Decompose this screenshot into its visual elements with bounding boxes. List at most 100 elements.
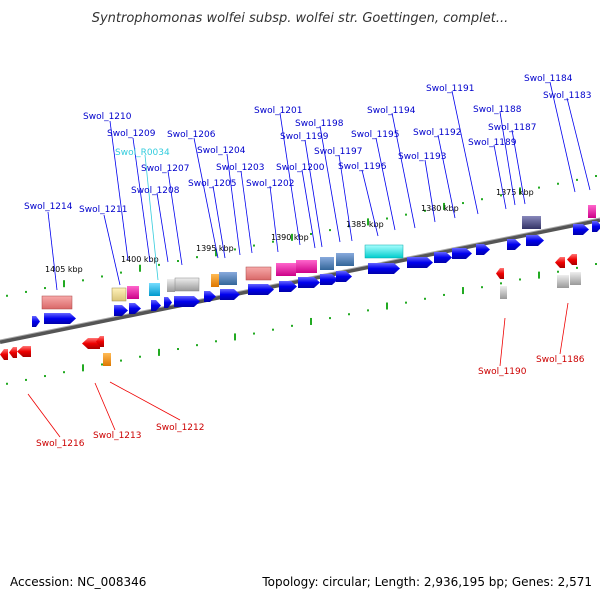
reverse-genes: [0, 254, 577, 360]
gene-label[interactable]: Swol_1208: [131, 186, 180, 196]
gene-label[interactable]: Swol_1189: [468, 138, 517, 148]
gene-label[interactable]: Swol_1192: [413, 128, 462, 138]
gene-arrow-forward[interactable]: [476, 244, 490, 255]
tick-mark: [120, 271, 122, 274]
tick-mark: [44, 287, 46, 290]
tick-mark: [443, 202, 445, 210]
gene-arrow-forward[interactable]: [592, 221, 600, 232]
tick-mark: [500, 194, 502, 197]
gene-arrow-forward[interactable]: [407, 257, 433, 268]
scale-ticks-lower: [6, 263, 597, 385]
gene-label[interactable]: Swol_1195: [351, 130, 400, 140]
gene-arrow-forward[interactable]: [204, 291, 216, 302]
tick-mark: [348, 225, 350, 228]
feature-box: [174, 277, 200, 292]
gene-arrow-reverse[interactable]: [0, 349, 8, 360]
tick-mark: [595, 175, 597, 178]
feature-box: [127, 286, 139, 299]
feature-box: [296, 260, 317, 273]
tick-mark: [234, 248, 236, 251]
gene-arrow-forward[interactable]: [452, 248, 472, 259]
tick-mark: [462, 287, 464, 295]
gene-arrow-forward[interactable]: [368, 263, 400, 274]
tick-mark: [329, 229, 331, 232]
scale-labels: 1405 kbp 1400 kbp 1395 kbp 1390 kbp 1385…: [45, 188, 534, 274]
tick-mark: [329, 317, 331, 320]
gene-label[interactable]: Swol_1202: [246, 179, 295, 189]
gene-label[interactable]: Swol_1183: [543, 91, 592, 101]
gene-label[interactable]: Swol_1201: [254, 106, 303, 116]
tick-mark: [25, 378, 27, 381]
gene-arrow-reverse[interactable]: [96, 336, 104, 347]
gene-label[interactable]: Swol_1196: [338, 162, 387, 172]
gene-arrow-reverse[interactable]: [555, 257, 565, 268]
gene-arrow-forward[interactable]: [526, 235, 544, 246]
gene-arrow-forward[interactable]: [32, 316, 40, 327]
gene-arrow-forward[interactable]: [174, 296, 200, 307]
gene-label[interactable]: Swol_1193: [398, 152, 447, 162]
gene-arrow-forward[interactable]: [151, 300, 161, 311]
gene-label[interactable]: Swol_1203: [216, 163, 265, 173]
gene-arrow-forward[interactable]: [164, 297, 172, 308]
tick-mark: [158, 263, 160, 266]
gene-label[interactable]: Swol_1214: [24, 202, 73, 212]
gene-arrow-forward[interactable]: [434, 252, 452, 263]
gene-arrow-forward[interactable]: [336, 271, 352, 282]
gene-arrow-forward[interactable]: [320, 274, 338, 285]
gene-label[interactable]: Swol_1200: [276, 163, 325, 173]
gene-arrow-forward[interactable]: [114, 305, 128, 316]
gene-label[interactable]: Swol_1205: [188, 179, 237, 189]
gene-arrow-forward[interactable]: [220, 289, 240, 300]
gene-arrow-reverse[interactable]: [9, 347, 17, 358]
gene-label[interactable]: Swol_1190: [478, 367, 527, 377]
gene-label-rna[interactable]: Swol_R0034: [115, 148, 170, 158]
tick-mark: [557, 270, 559, 273]
gene-arrow-reverse[interactable]: [17, 346, 31, 357]
gene-label[interactable]: Swol_1209: [107, 129, 156, 139]
tick-mark: [386, 217, 388, 220]
gene-label[interactable]: Swol_1187: [488, 123, 537, 133]
gene-label[interactable]: Swol_1199: [280, 132, 329, 142]
gene-arrow-forward[interactable]: [129, 303, 141, 314]
gene-arrow-forward[interactable]: [44, 313, 76, 324]
label-leaders-top: [47, 81, 591, 291]
tick-mark: [538, 271, 540, 279]
gene-label[interactable]: Swol_1184: [524, 74, 573, 84]
gene-label[interactable]: Swol_1191: [426, 84, 475, 94]
gene-arrow-forward[interactable]: [507, 239, 521, 250]
tick-mark: [139, 264, 141, 272]
gene-label[interactable]: Swol_1206: [167, 130, 216, 140]
gene-label[interactable]: Swol_1212: [156, 423, 205, 433]
gene-arrow-reverse[interactable]: [496, 268, 504, 279]
gene-arrow-forward[interactable]: [279, 281, 297, 292]
gene-label[interactable]: Swol_1207: [141, 164, 190, 174]
gene-label[interactable]: Swol_1216: [36, 439, 85, 449]
gene-label[interactable]: Swol_1188: [473, 105, 522, 115]
gene-arrow-reverse[interactable]: [82, 338, 100, 349]
kbp-label-1375: 1375 kbp: [496, 188, 534, 197]
tick-mark: [82, 279, 84, 282]
tick-mark: [538, 186, 540, 189]
tick-mark: [500, 282, 502, 285]
feature-box: [103, 353, 111, 366]
tick-mark: [481, 198, 483, 201]
gene-arrow-reverse[interactable]: [567, 254, 577, 265]
gene-arrow-forward[interactable]: [573, 224, 589, 235]
kbp-label-1390: 1390 kbp: [271, 233, 309, 242]
tick-mark: [481, 286, 483, 289]
gene-label[interactable]: Swol_1198: [295, 119, 344, 129]
tick-mark: [63, 371, 65, 374]
gene-arrow-forward[interactable]: [298, 277, 320, 288]
tick-mark: [595, 263, 597, 266]
gene-label[interactable]: Swol_1197: [314, 147, 363, 157]
gene-label[interactable]: Swol_1204: [197, 146, 246, 156]
gene-arrow-forward[interactable]: [248, 284, 274, 295]
tick-mark: [177, 348, 179, 351]
gene-label[interactable]: Swol_1210: [83, 112, 132, 122]
gene-label[interactable]: Swol_1186: [536, 355, 585, 365]
gene-label[interactable]: Swol_1213: [93, 431, 142, 441]
gene-label[interactable]: Swol_1194: [367, 106, 416, 116]
gene-label[interactable]: Swol_1211: [79, 205, 128, 215]
accession-text: Accession: NC_008346: [10, 575, 146, 589]
